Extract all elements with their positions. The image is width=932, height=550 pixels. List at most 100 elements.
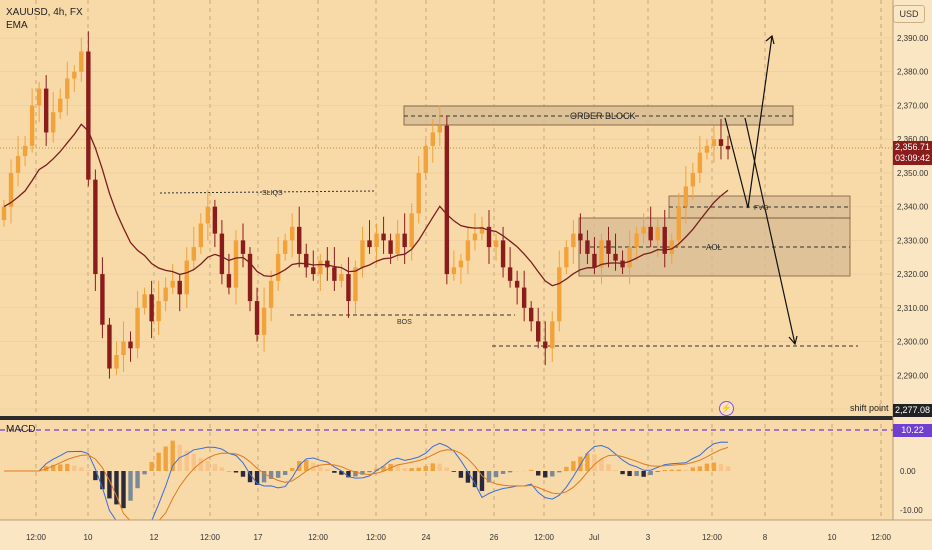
- candle-body: [395, 233, 400, 254]
- projection-up-arrow: [724, 35, 773, 209]
- currency-button[interactable]: USD: [893, 5, 925, 23]
- candle-body: [571, 233, 576, 248]
- macd-histogram-bar: [156, 452, 161, 471]
- symbol-title[interactable]: XAUUSD, 4h, FX: [6, 7, 83, 18]
- time-tick-label: 12:00: [200, 533, 221, 542]
- macd-histogram-bar: [149, 461, 154, 471]
- candle-body: [339, 274, 344, 281]
- macd-histogram-bar: [282, 471, 288, 475]
- candle-body: [128, 341, 133, 349]
- candle-body: [86, 51, 91, 180]
- macd-histogram-bar: [543, 471, 548, 478]
- candle-body: [683, 186, 689, 207]
- macd-histogram-bar: [662, 469, 667, 471]
- order-block-label: ORDER BLOCK: [570, 111, 636, 121]
- candle-body: [690, 172, 696, 187]
- macd-histogram-bar: [353, 471, 358, 477]
- macd-histogram-bar: [458, 471, 464, 478]
- macd-histogram-bar: [430, 463, 435, 471]
- candle-body: [247, 253, 253, 302]
- time-tick-label: 26: [490, 533, 499, 542]
- candle-body: [58, 98, 63, 113]
- price-tick-label: 2,360.00: [897, 135, 929, 144]
- macd-tick-label: 0.00: [900, 467, 916, 476]
- macd-histogram-bar: [170, 440, 175, 471]
- current-price-tag: 2,356.71 03:09:42: [893, 141, 932, 165]
- time-axis[interactable]: 12:00 10 12 12:00 17 12:00 12:00 24 26 12:00 Jul 3 1…: [0, 519, 932, 550]
- fvg-label: FVG: [754, 205, 768, 212]
- macd-histogram-bar: [142, 471, 147, 475]
- candle-body: [374, 233, 379, 248]
- macd-histogram-bar: [536, 471, 541, 476]
- macd-histogram-bar: [648, 471, 653, 475]
- candle-body: [655, 226, 660, 241]
- candle-body: [219, 233, 225, 275]
- candle-body: [662, 226, 667, 254]
- current-price-value: 2,356.71: [894, 142, 931, 152]
- candle-body: [22, 145, 28, 157]
- candle-body: [704, 145, 710, 153]
- macd-histogram-bar: [93, 471, 98, 481]
- candle-body: [725, 145, 731, 150]
- macd-histogram-bar: [669, 469, 674, 471]
- macd-histogram-bar: [613, 469, 618, 471]
- candle-body: [114, 355, 119, 369]
- macd-value-tag: 10.22: [893, 424, 932, 437]
- candle-body: [65, 78, 70, 99]
- macd-histogram-bar: [402, 468, 407, 471]
- time-tick-label: 10: [84, 533, 93, 542]
- macd-histogram-bar: [360, 471, 365, 475]
- candle-body: [423, 145, 428, 173]
- candle-body: [36, 88, 42, 106]
- macd-histogram-bar: [107, 471, 112, 499]
- candle-body: [592, 253, 597, 268]
- macd-label[interactable]: MACD: [6, 424, 36, 435]
- candle-body: [521, 287, 527, 308]
- candle-body: [282, 240, 288, 254]
- candle-body: [669, 240, 674, 254]
- annotation-labels: ORDER BLOCK SLIQS BOS FVG AOL: [262, 111, 768, 326]
- indicator-ema-label[interactable]: EMA: [6, 20, 28, 31]
- price-axis[interactable]: 2,390.00 2,380.00 2,370.00 2,360.00 2,350.00…: [892, 0, 932, 520]
- candle-body: [1, 206, 7, 221]
- candle-body: [233, 240, 239, 288]
- macd-histogram-bar: [690, 467, 696, 471]
- macd-histogram-bar: [634, 471, 639, 476]
- macd-histogram-bar: [135, 471, 140, 489]
- candle-body: [79, 51, 84, 72]
- macd-histogram-bar: [683, 469, 689, 471]
- macd-histogram-bar: [423, 466, 428, 471]
- candle-body: [311, 267, 316, 275]
- candle-body: [297, 226, 302, 254]
- projection-down-arrowhead: [788, 335, 798, 346]
- candle-body: [479, 226, 485, 234]
- candle-body: [198, 223, 204, 248]
- symbol-header[interactable]: XAUUSD, 4h, FX EMA: [6, 6, 83, 32]
- macd-histogram-bar: [72, 465, 77, 471]
- macd-histogram-bar: [676, 469, 681, 471]
- ema-line: [3, 123, 729, 287]
- macd-histogram-bar: [163, 446, 168, 471]
- candle-body: [451, 267, 457, 275]
- flash-icon[interactable]: ⚡: [719, 401, 734, 416]
- price-tick-label: 2,350.00: [897, 169, 929, 178]
- candle-body: [346, 274, 351, 302]
- macd-histogram-bar: [528, 469, 534, 471]
- macd-histogram-bar: [325, 469, 330, 471]
- macd-histogram-bar: [620, 471, 625, 475]
- macd-histogram-bar: [240, 471, 246, 477]
- time-tick-label: 12: [150, 533, 159, 542]
- macd-histogram-bar: [479, 471, 485, 491]
- pane-separator[interactable]: [0, 416, 893, 420]
- macd-histogram-bar: [381, 466, 386, 471]
- macd-histogram-bar: [275, 471, 281, 478]
- price-tick-label: 2,340.00: [897, 203, 929, 212]
- macd-histogram-bar: [268, 471, 274, 479]
- price-tick-label: 2,330.00: [897, 236, 929, 245]
- macd-histogram-bar: [437, 463, 443, 471]
- candle-body: [205, 206, 211, 224]
- candle-body: [226, 274, 232, 288]
- macd-histogram-bar: [79, 467, 84, 471]
- candle-body: [332, 267, 337, 281]
